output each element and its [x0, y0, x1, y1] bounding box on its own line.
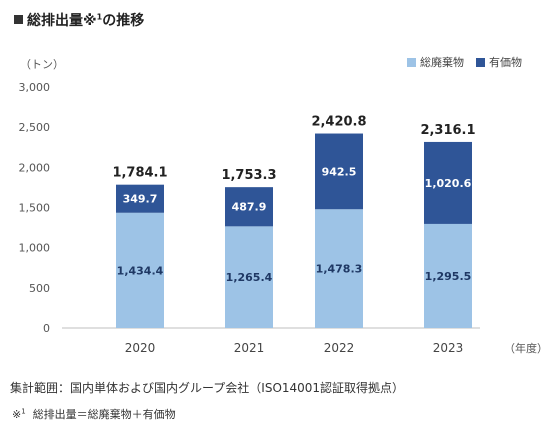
x-axis-unit: （年度） — [504, 342, 548, 355]
page-title: 総排出量※1の推移 — [14, 10, 144, 30]
y-tick-label: 2,000 — [19, 161, 51, 174]
bar-waste — [424, 223, 472, 328]
x-tick-label: 2022 — [324, 341, 355, 355]
bar-waste — [116, 212, 164, 328]
y-tick-label: 2,500 — [19, 121, 51, 134]
data-label-valuables: 942.5 — [322, 165, 357, 178]
y-axis-unit: （トン） — [20, 58, 64, 71]
x-tick-label: 2021 — [234, 341, 265, 355]
x-tick-label: 2023 — [433, 341, 464, 355]
bar-valuables — [424, 141, 472, 224]
footnote-text: 総排出量＝総廃棄物＋有価物 — [32, 408, 176, 421]
y-tick-label: 1,000 — [19, 242, 51, 255]
total-label: 1,784.1 — [112, 166, 167, 181]
title-sup: 1 — [96, 12, 103, 22]
total-label: 1,753.3 — [221, 168, 276, 183]
title-square-icon — [14, 15, 23, 24]
x-tick-label: 2020 — [125, 341, 156, 355]
legend-item-waste: 総廃棄物 — [407, 54, 464, 70]
bar-valuables — [225, 187, 273, 227]
data-label-waste: 1,434.4 — [117, 264, 164, 277]
legend-swatch-waste — [407, 57, 416, 67]
data-label-waste: 1,265.4 — [226, 271, 273, 284]
y-tick-label: 1,500 — [19, 202, 51, 215]
total-label: 2,316.1 — [420, 123, 475, 138]
legend-item-valuables: 有価物 — [476, 54, 522, 70]
data-label-valuables: 487.9 — [232, 201, 267, 214]
scope-note: 集計範囲：国内単体および国内グループ会社（ISO14001認証取得拠点） — [10, 381, 405, 395]
footnote-mark: ※ — [12, 408, 22, 421]
bar-valuables — [116, 184, 164, 213]
data-label-waste: 1,478.3 — [316, 263, 363, 276]
bar-waste — [225, 226, 273, 328]
data-label-waste: 1,295.5 — [425, 270, 472, 283]
data-label-valuables: 349.7 — [123, 193, 158, 206]
footnote-sup: 1 — [21, 407, 26, 416]
data-label-valuables: 1,020.6 — [425, 177, 472, 190]
bar-valuables — [315, 133, 363, 210]
y-tick-label: 500 — [29, 282, 50, 295]
y-tick-label: 0 — [43, 322, 50, 335]
title-mark: ※ — [83, 13, 97, 29]
legend: 総廃棄物 有価物 — [407, 54, 522, 70]
legend-label-valuables: 有価物 — [489, 56, 522, 69]
title-suffix: の推移 — [102, 13, 145, 29]
y-tick-label: 3,000 — [19, 81, 51, 94]
title-main: 総排出量 — [27, 13, 83, 29]
total-label: 2,420.8 — [311, 115, 366, 130]
bar-waste — [315, 209, 363, 328]
footnote: ※1 総排出量＝総廃棄物＋有価物 — [12, 406, 176, 422]
legend-swatch-valuables — [476, 57, 485, 67]
legend-label-waste: 総廃棄物 — [420, 56, 464, 69]
